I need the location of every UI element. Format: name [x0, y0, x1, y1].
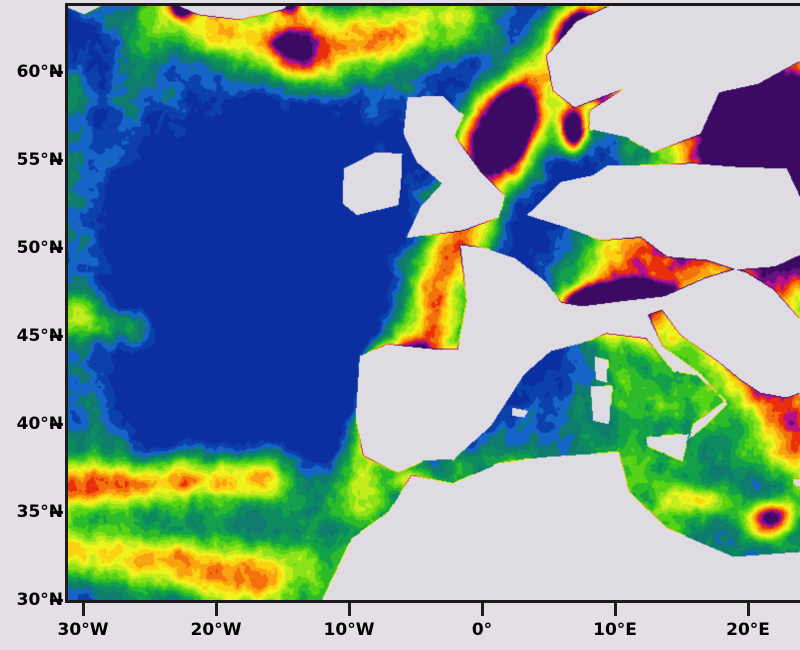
x-tick-20E — [747, 603, 750, 616]
y-tick-35N — [50, 511, 63, 514]
contour-field-canvas — [68, 6, 800, 600]
y-tick-40N — [50, 423, 63, 426]
x-tick-label-20E: 20°E — [726, 620, 770, 640]
y-tick-label-55N: 55°N — [16, 150, 63, 170]
y-tick-label-45N: 45°N — [16, 326, 63, 346]
x-tick-10E — [614, 603, 617, 616]
x-tick-label-0: 0° — [471, 620, 493, 640]
y-tick-label-30N: 30°N — [16, 590, 63, 610]
y-tick-label-50N: 50°N — [16, 238, 63, 258]
y-tick-50N — [50, 247, 63, 250]
y-tick-label-40N: 40°N — [16, 414, 63, 434]
x-tick-10W — [348, 603, 351, 616]
x-tick-0 — [481, 603, 484, 616]
y-tick-label-60N: 60°N — [16, 62, 63, 82]
x-tick-label-10W: 10°W — [323, 620, 375, 640]
y-tick-55N — [50, 159, 63, 162]
x-tick-label-10E: 10°E — [593, 620, 637, 640]
x-tick-20W — [215, 603, 218, 616]
y-tick-60N — [50, 71, 63, 74]
y-tick-45N — [50, 335, 63, 338]
y-tick-label-35N: 35°N — [16, 502, 63, 522]
y-tick-30N — [50, 599, 63, 602]
map-plot-area[interactable] — [65, 3, 800, 603]
x-tick-label-20W: 20°W — [190, 620, 242, 640]
x-tick-30W — [82, 603, 85, 616]
x-tick-label-30W: 30°W — [57, 620, 109, 640]
